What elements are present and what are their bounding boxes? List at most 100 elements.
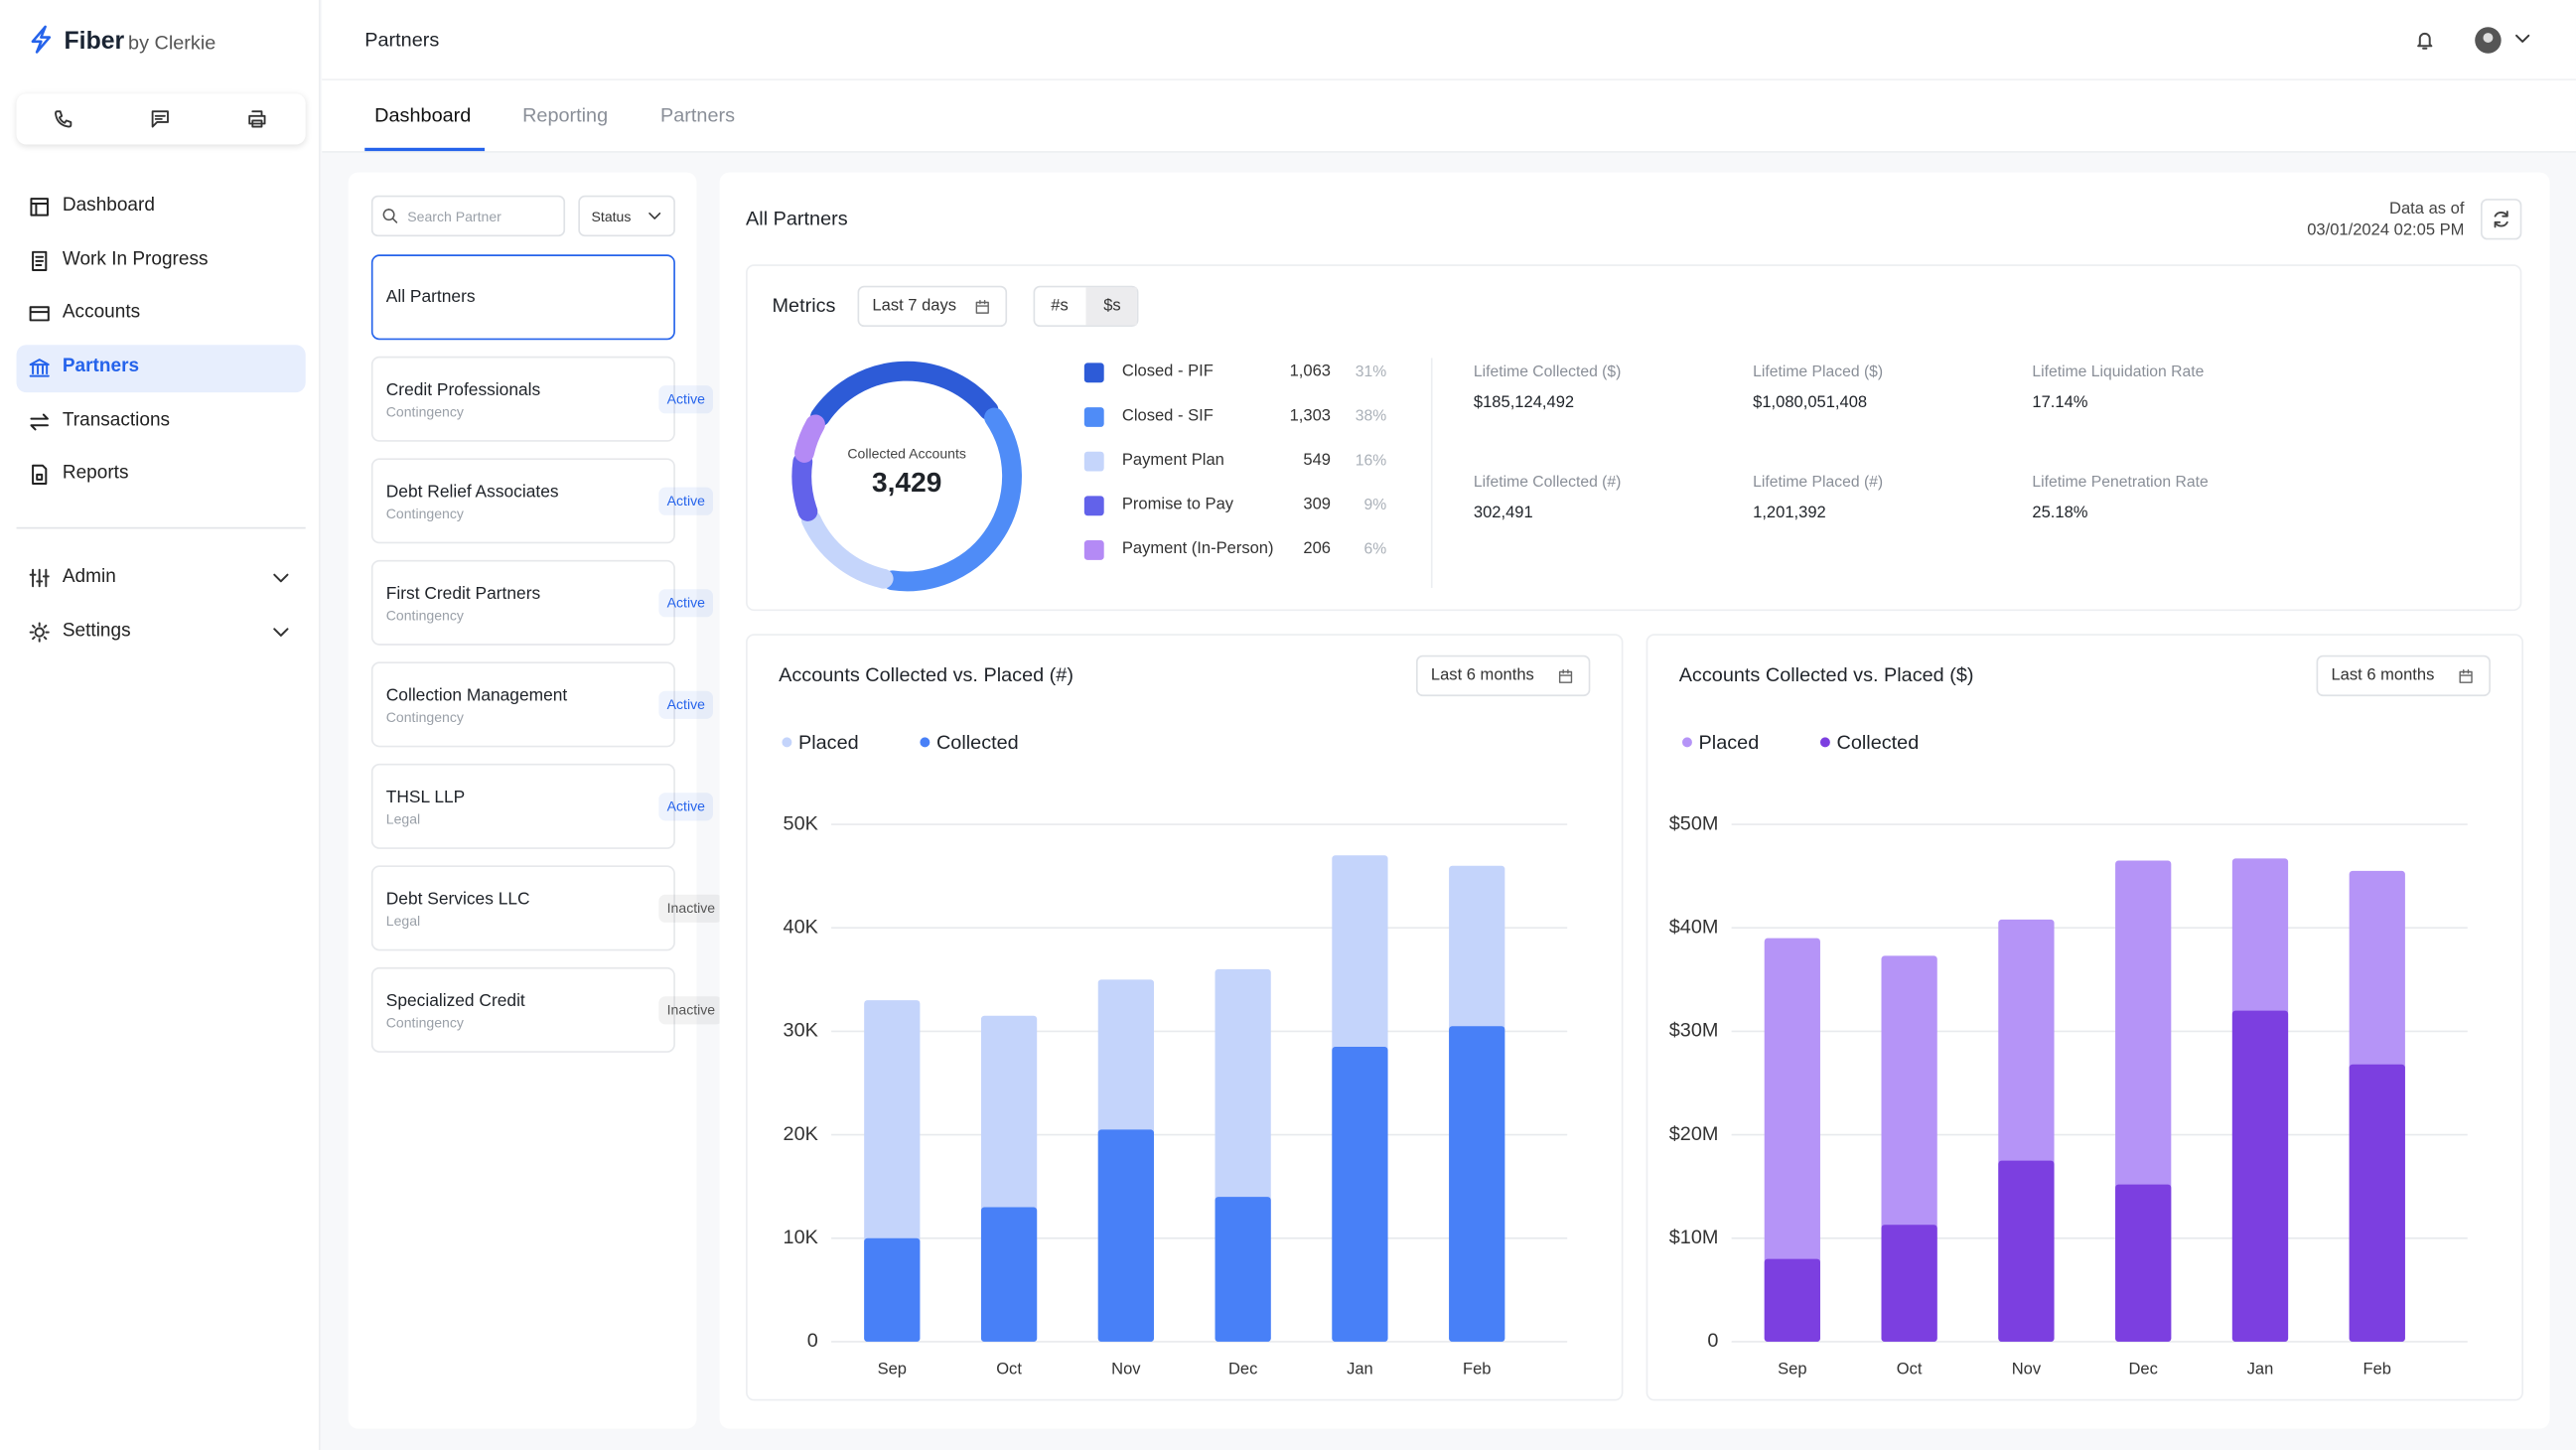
partner-status: Active: [658, 793, 714, 820]
search-box[interactable]: [370, 195, 566, 237]
avatar-chevron: [2515, 34, 2530, 43]
refresh-icon: [2494, 211, 2508, 228]
chevron-shape: [273, 627, 289, 637]
nav-icon-shape: [30, 413, 49, 431]
legend-label: Placed: [1698, 730, 1760, 754]
donut-label: Collected Accounts: [847, 446, 965, 462]
legend-label: Closed - SIF: [1121, 407, 1214, 426]
x-tick-label: Jan: [1347, 1359, 1373, 1378]
nav-icon: [32, 464, 48, 485]
nav-icon: [29, 306, 50, 322]
x-tick-label: Feb: [2363, 1359, 2391, 1378]
tab[interactable]: Dashboard: [374, 103, 472, 127]
nav-active-bg: [16, 345, 306, 393]
nav-label: Work In Progress: [62, 249, 209, 270]
partner-card[interactable]: [370, 458, 675, 544]
bell-icon: [2417, 32, 2433, 50]
partner-card[interactable]: [370, 559, 675, 646]
partner-type: Contingency: [385, 708, 464, 726]
chevron-shape: [648, 213, 661, 219]
partner-card[interactable]: [370, 356, 675, 442]
legend-swatch: [1083, 407, 1104, 427]
status-filter-label: Status: [591, 208, 632, 225]
stat-value: $185,124,492: [1473, 393, 1575, 413]
partner-type: Contingency: [385, 1014, 464, 1031]
tab[interactable]: Partners: [660, 103, 736, 127]
nav-icon-shape: [29, 306, 50, 322]
bar: [1332, 1047, 1388, 1342]
nav-group-icon-shape: [29, 568, 50, 588]
nav-item[interactable]: [17, 291, 306, 339]
legend-swatch: [1083, 540, 1104, 560]
topbar: [322, 0, 2576, 153]
x-tick-label: Nov: [2012, 1359, 2042, 1378]
partner-name: Specialized Credit: [385, 991, 525, 1012]
toggle-label: #s: [1051, 297, 1069, 316]
nav-group[interactable]: [17, 609, 306, 656]
partner-card[interactable]: [370, 865, 675, 951]
nav-icon: [32, 250, 48, 271]
legend-value: 549: [1303, 451, 1331, 470]
legend-label: Promise to Pay: [1121, 496, 1234, 514]
stat-value: 17.14%: [2032, 393, 2088, 413]
y-tick-label: 0: [1707, 1330, 1718, 1352]
partner-card[interactable]: [370, 254, 675, 341]
chevron: [273, 627, 289, 637]
nav-divider: [16, 526, 306, 529]
calendar-icon-shape: [1558, 669, 1573, 683]
bar: [1097, 1129, 1154, 1342]
panel-title: All Partners: [746, 207, 848, 230]
y-tick-label: 20K: [784, 1123, 818, 1145]
legend-dot: [1682, 737, 1692, 748]
avatar: [2475, 27, 2502, 54]
y-tick-label: $20M: [1669, 1123, 1719, 1145]
nav-item[interactable]: [17, 345, 306, 392]
partner-card[interactable]: [370, 966, 675, 1053]
refresh-button[interactable]: [2480, 199, 2522, 240]
partner-name: First Credit Partners: [385, 584, 541, 605]
bar-chart: 0 10K 20K 30K 40K 50K Sep Oct Nov Dec Jan Feb: [784, 812, 1568, 1378]
toggle-group: [1033, 285, 1139, 328]
legend-dot: [782, 737, 792, 748]
tab[interactable]: Reporting: [522, 103, 609, 127]
range-button[interactable]: [2316, 654, 2491, 697]
y-tick-label: 0: [807, 1330, 818, 1352]
nav-group[interactable]: [17, 555, 306, 603]
message-icon-shape: [151, 110, 169, 128]
partner-status: Active: [658, 385, 714, 413]
bar: [1764, 938, 1820, 1342]
nav-icon-shape: [30, 198, 49, 217]
partner-type: Contingency: [385, 505, 464, 522]
phone-icon: [55, 110, 72, 128]
legend-share: 9%: [1363, 496, 1387, 514]
range-button[interactable]: [1416, 654, 1591, 697]
status-filter[interactable]: [578, 195, 675, 237]
legend-swatch: [1083, 451, 1104, 472]
bell-icon-shape: [2417, 32, 2433, 50]
legend-label: Collected: [935, 730, 1019, 754]
calendar-icon-shape: [2459, 669, 2473, 683]
print-icon-shape: [248, 110, 266, 128]
bar: [864, 1237, 921, 1342]
nav-item[interactable]: [17, 184, 306, 231]
stat-value: 25.18%: [2032, 504, 2088, 522]
partner-card[interactable]: [370, 661, 675, 748]
stat-label: Lifetime Placed (#): [1753, 473, 1884, 492]
toggle-label: $s: [1103, 297, 1121, 316]
message-icon: [151, 110, 169, 128]
nav-item[interactable]: [17, 452, 306, 500]
phone-icon-shape: [55, 110, 72, 128]
nav-icon: [29, 359, 50, 377]
partner-status: Inactive: [658, 996, 724, 1024]
partner-type: Legal: [385, 810, 421, 827]
chart-title: Accounts Collected vs. Placed ($): [1678, 663, 1974, 687]
donut-segment: [800, 509, 894, 589]
nav-label: Dashboard: [62, 196, 155, 217]
chevron: [648, 213, 661, 219]
range-button[interactable]: [857, 285, 1008, 328]
legend-value: 1,303: [1289, 407, 1331, 426]
partner-card[interactable]: [370, 763, 675, 849]
stat-label: Lifetime Liquidation Rate: [2032, 362, 2205, 382]
range-label: Last 6 months: [2331, 666, 2435, 685]
metrics-divider: [1430, 358, 1433, 588]
